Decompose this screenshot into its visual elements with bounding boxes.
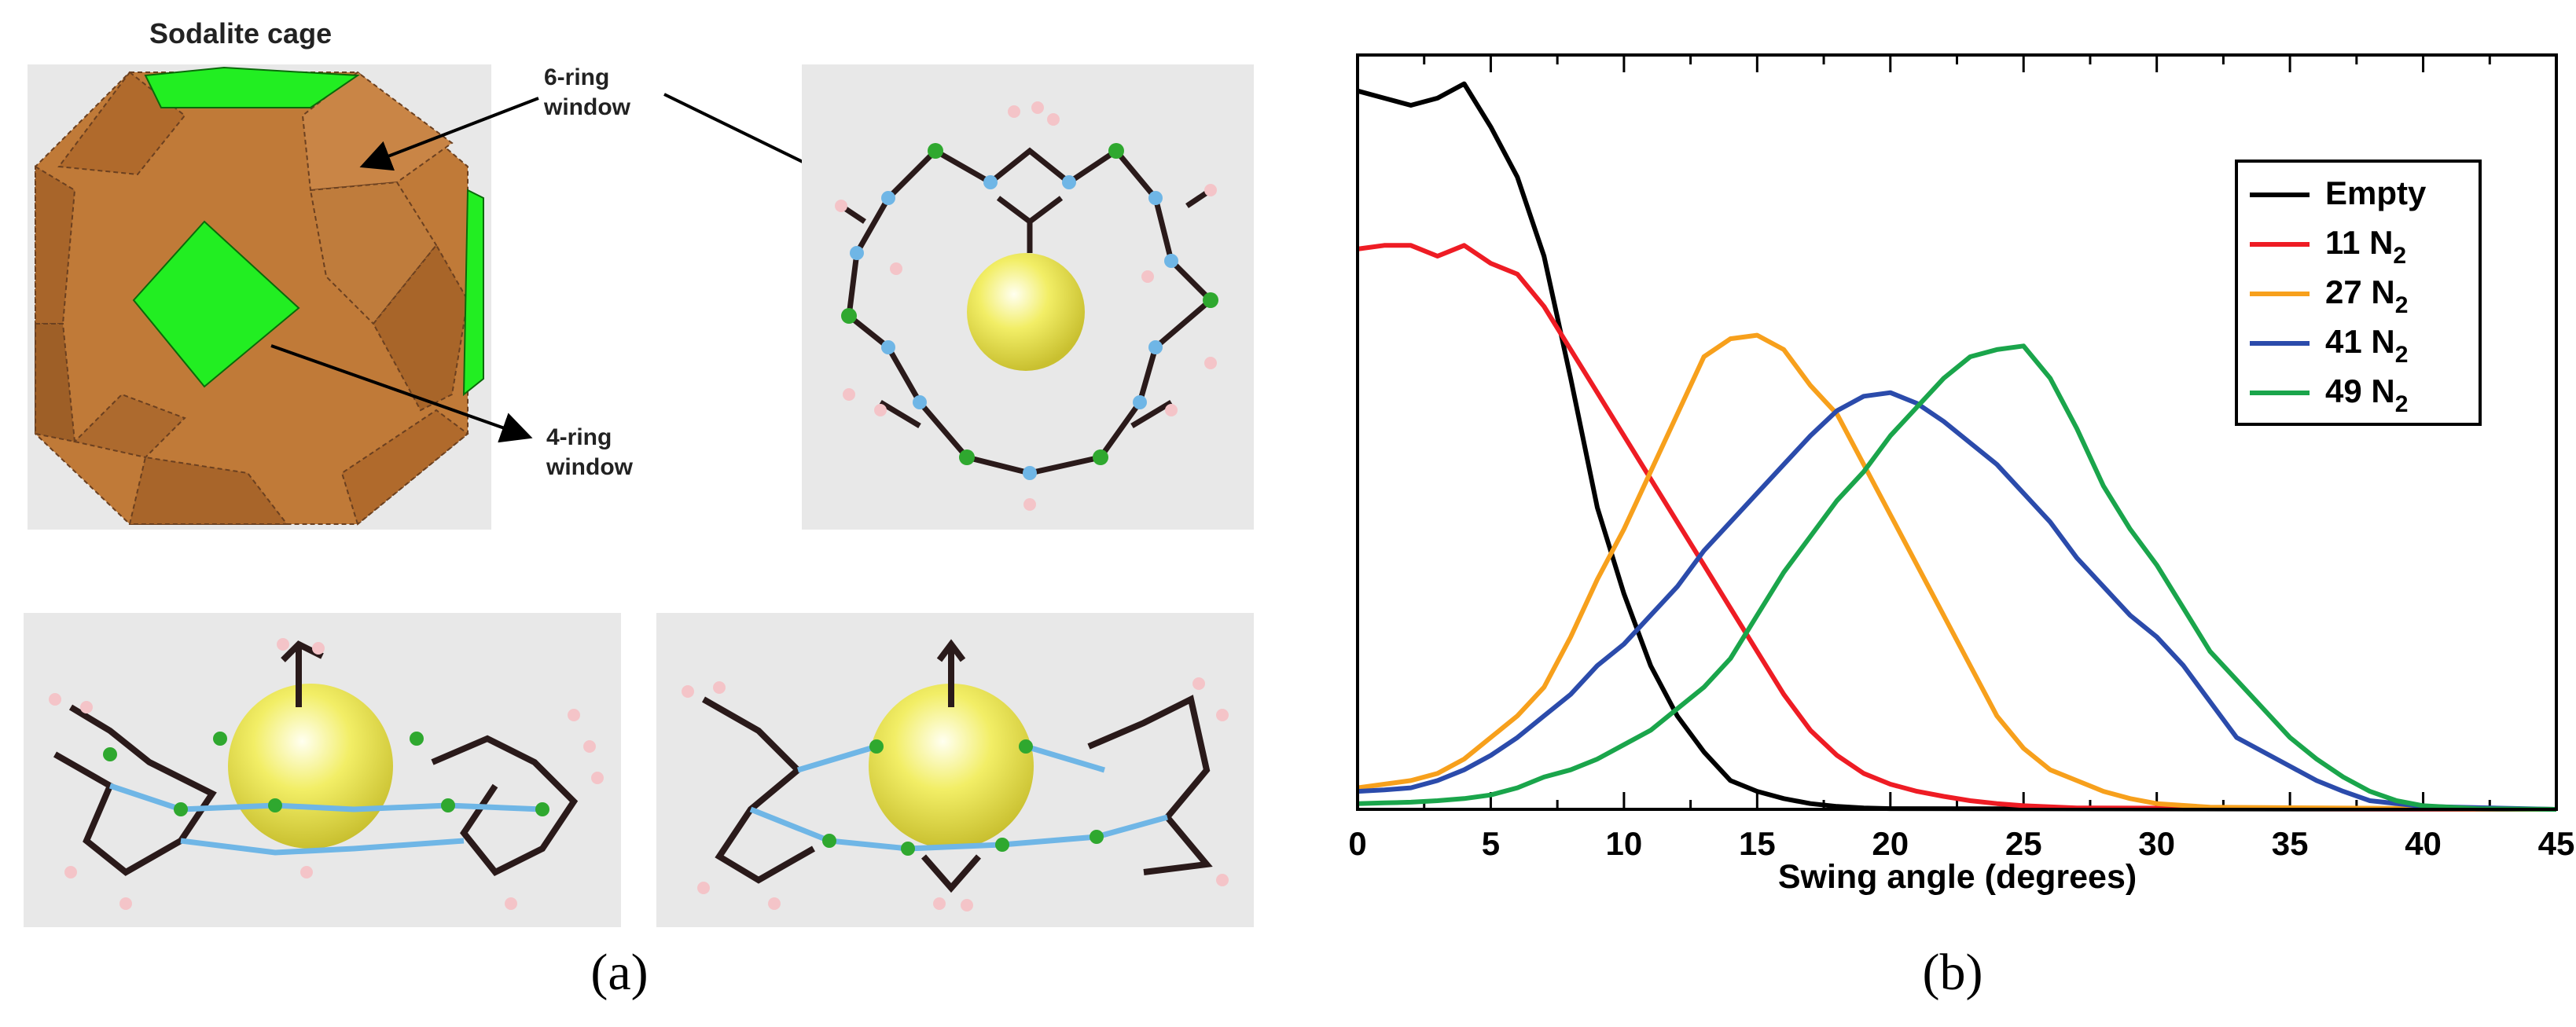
x-tick-label: 15 (1739, 825, 1776, 862)
four-ring-window-face (132, 220, 300, 388)
legend-entry-subscript: 2 (2395, 342, 2409, 368)
side-view-1-molecule (49, 638, 604, 910)
legend-entry-subscript: 2 (2393, 243, 2406, 269)
sodalite-cage-title: Sodalite cage (149, 17, 333, 50)
x-tick-label: 35 (2272, 825, 2309, 862)
sodalite-cage-polyhedron (35, 66, 484, 526)
legend-entry-subscript: 2 (2395, 292, 2409, 318)
guest-sphere (228, 684, 393, 849)
x-axis-label: Swing angle (degrees) (1778, 858, 2137, 896)
top-six-ring-face (144, 66, 360, 108)
six-ring-label-line1: 6-ring (544, 64, 610, 90)
x-tick-label: 5 (1482, 825, 1500, 862)
six-ring-molecule (835, 101, 1218, 511)
six-ring-label-line2: window (544, 94, 630, 120)
six-ring-molecule-box (802, 64, 1254, 530)
side-view-2-molecule (682, 639, 1229, 911)
guest-sphere (967, 253, 1085, 371)
side-view-1-box (24, 613, 621, 927)
series-line (1357, 390, 2557, 812)
x-tick-label: 0 (1348, 825, 1366, 862)
plot-frame (1356, 53, 2558, 811)
x-tick-label: 20 (1872, 825, 1909, 862)
x-tick-labels: 0 5 10 15 20 25 30 35 40 45 (1348, 825, 2574, 862)
guest-sphere (869, 684, 1034, 849)
side-view-2-box (656, 613, 1254, 927)
swing-angle-chart: 0 5 10 15 20 25 30 35 40 45 Swing angle (degrees)… (1348, 53, 2574, 896)
legend-entry-subscript: 2 (2395, 391, 2409, 417)
series-lines (1357, 81, 2557, 812)
four-ring-label-line1: 4-ring (546, 424, 612, 450)
series-line (1357, 343, 2557, 812)
series-line (1357, 243, 2557, 812)
legend-entry: Empty (2325, 174, 2427, 211)
panel-b-label: (b) (1922, 944, 1983, 1001)
series-line (1357, 332, 2557, 812)
x-tick-label: 45 (2538, 825, 2575, 862)
right-ring-face (462, 189, 484, 397)
panel-a-label: (a) (590, 944, 649, 1001)
x-tick-label: 10 (1606, 825, 1643, 862)
sodalite-cage-box (28, 64, 491, 530)
x-tick-label: 30 (2138, 825, 2175, 862)
x-tick-label: 40 (2405, 825, 2442, 862)
x-tick-label: 25 (2005, 825, 2042, 862)
four-ring-label-line2: window (546, 454, 633, 480)
